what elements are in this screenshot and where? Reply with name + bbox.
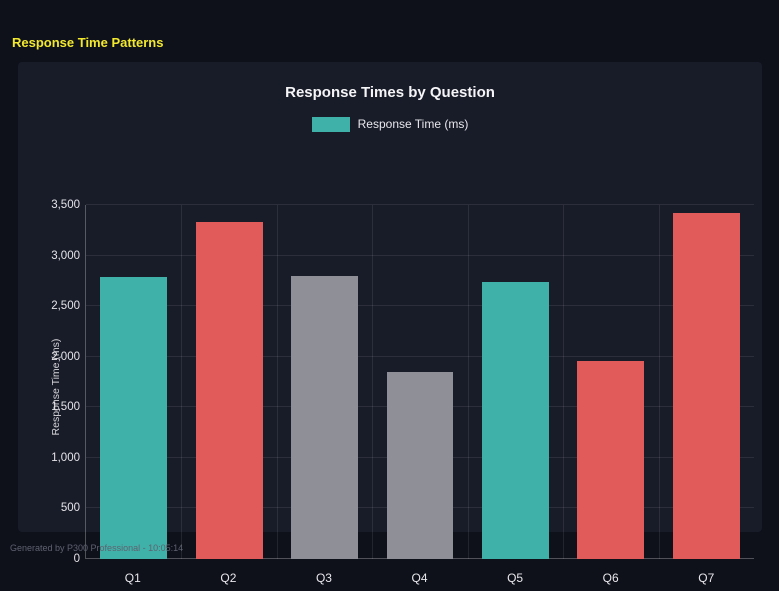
gridline-v: [372, 205, 374, 559]
y-axis-ticks: 0 500 1,000 1,500 2,000 2,500 3,000 3,500: [38, 199, 80, 565]
bar-slot: [86, 205, 181, 559]
chart-legend[interactable]: Response Time (ms): [18, 116, 762, 132]
y-tick-label: 3,000: [51, 249, 80, 262]
y-tick-label: 2,500: [51, 300, 80, 313]
legend-swatch: [311, 116, 350, 132]
gridline-h: [86, 355, 754, 357]
gridline-v: [658, 205, 660, 559]
plot-area: [85, 204, 754, 559]
gridline-h: [86, 254, 754, 256]
page-title: Response Time Patterns: [12, 35, 164, 50]
bar-q3[interactable]: [291, 275, 358, 559]
bar-slot: [563, 205, 658, 559]
x-axis-labels: Q1 Q2 Q3 Q4 Q5 Q6 Q7: [85, 571, 754, 591]
gridline-h: [86, 204, 754, 205]
chart-title: Response Times by Question: [285, 84, 495, 101]
bar-q1[interactable]: [100, 276, 168, 559]
bar-slot: [277, 205, 372, 559]
y-tick-label: 1,500: [51, 401, 80, 414]
y-tick-label: 0: [73, 553, 80, 565]
bar-slot: [372, 205, 467, 559]
chart-body: Response Time (ms) 0 500 1,000 1,500 2,000 2,…: [18, 143, 754, 585]
x-tick-label: Q3: [315, 571, 332, 585]
gridline-v: [276, 205, 278, 559]
x-tick-label: Q5: [507, 571, 524, 585]
bars-container: [86, 205, 754, 559]
chart-panel: Response Times by Question Response Time…: [18, 62, 762, 585]
bar-q5[interactable]: [482, 281, 549, 559]
y-tick-label: 1,000: [51, 451, 80, 464]
footer-text: Generated by P300 Professional - 10:05:1…: [10, 543, 184, 553]
y-tick-label: 2,000: [51, 350, 80, 363]
x-tick-label: Q4: [411, 571, 428, 585]
gridline-h: [86, 305, 754, 307]
x-tick-label: Q2: [220, 571, 237, 585]
bar-slot: [659, 205, 754, 559]
x-tick-label: Q7: [698, 571, 715, 585]
gridline-v: [467, 205, 469, 559]
bar-slot: [468, 205, 563, 559]
legend-label: Response Time (ms): [357, 117, 469, 131]
gridline-v: [181, 205, 183, 559]
y-tick-label: 3,500: [51, 199, 80, 211]
bar-q7[interactable]: [672, 213, 740, 559]
bar-q4[interactable]: [386, 371, 454, 559]
x-tick-label: Q6: [602, 571, 619, 585]
x-tick-label: Q1: [124, 571, 141, 585]
bar-q2[interactable]: [195, 222, 263, 559]
y-tick-label: 500: [60, 502, 80, 515]
bar-q6[interactable]: [577, 360, 645, 559]
bar-slot: [181, 205, 276, 559]
gridline-v: [563, 205, 565, 559]
